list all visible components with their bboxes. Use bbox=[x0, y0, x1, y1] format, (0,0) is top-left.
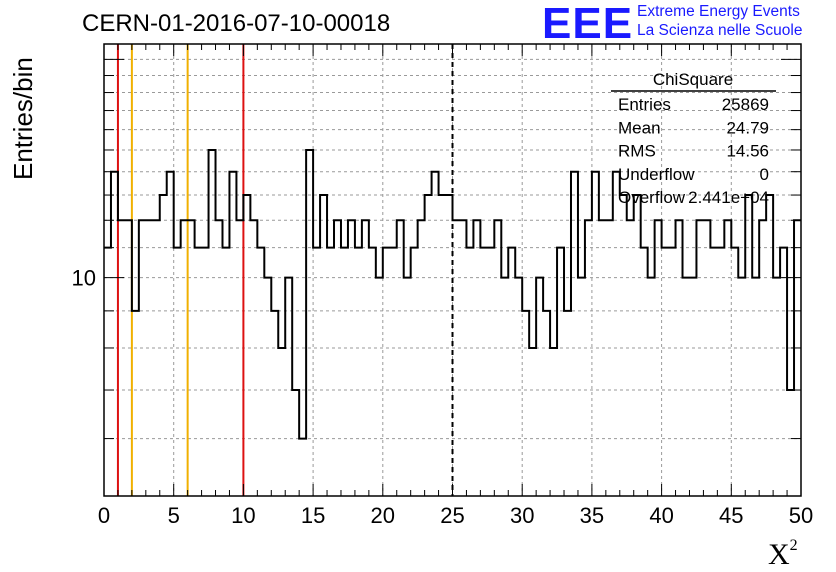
x-tick-label: 35 bbox=[580, 503, 604, 528]
stats-row-label: Entries bbox=[618, 95, 671, 114]
stats-row-value: 0 bbox=[760, 165, 769, 184]
x-tick-label: 5 bbox=[168, 503, 180, 528]
threshold-lines bbox=[116, 44, 454, 496]
histogram-line bbox=[104, 148, 801, 440]
logo-caption-line2: La Scienza nelle Scuole bbox=[637, 22, 803, 39]
x-tick-label: 40 bbox=[649, 503, 673, 528]
eee-logo: EEE bbox=[542, 0, 634, 48]
stats-row-value: 24.79 bbox=[726, 118, 769, 137]
stats-row-label: Underflow bbox=[618, 165, 695, 184]
x-axis-label: X2 bbox=[768, 537, 798, 572]
x-tick-label: 15 bbox=[301, 503, 325, 528]
y-tick-label: 10 bbox=[72, 266, 96, 291]
stats-row-label: RMS bbox=[618, 142, 656, 161]
x-axis-label-superscript: 2 bbox=[789, 537, 798, 554]
stats-row-value: 25869 bbox=[722, 95, 769, 114]
logo-caption-line1: Extreme Energy Events bbox=[637, 3, 800, 20]
stats-box-title: ChiSquare bbox=[653, 70, 733, 89]
stats-row-label: Overflow bbox=[618, 188, 686, 207]
stats-row-value: 14.56 bbox=[726, 142, 769, 161]
x-tick-label: 25 bbox=[440, 503, 464, 528]
x-tick-label: 45 bbox=[719, 503, 743, 528]
page-title: CERN-01-2016-07-10-00018 bbox=[82, 10, 391, 37]
x-tick-label: 10 bbox=[231, 503, 255, 528]
stats-row-label: Mean bbox=[618, 118, 661, 137]
x-tick-label: 0 bbox=[98, 503, 110, 528]
x-tick-label: 30 bbox=[510, 503, 534, 528]
histogram-series bbox=[104, 148, 801, 440]
stats-row-value: 2.441e+04 bbox=[688, 188, 769, 207]
x-tick-label: 20 bbox=[371, 503, 395, 528]
x-tick-label: 50 bbox=[789, 503, 813, 528]
x-axis-label-text: X2 bbox=[768, 537, 798, 571]
axes: 0 5 10 15 20 25 30 35 40 45 50 10 bbox=[72, 43, 813, 528]
stats-box: ChiSquare Entries 25869 Mean 24.79 RMS 14.56 Un… bbox=[611, 70, 776, 207]
